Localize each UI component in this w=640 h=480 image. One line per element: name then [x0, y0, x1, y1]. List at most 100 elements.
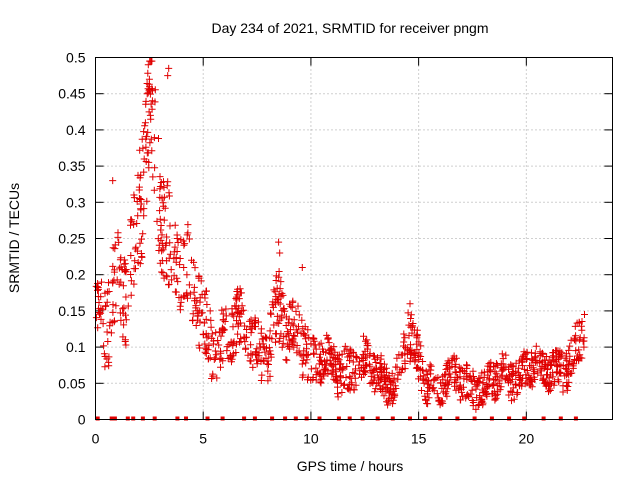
data-point — [232, 295, 240, 302]
data-point — [109, 308, 117, 316]
data-point — [508, 362, 516, 370]
data-point — [460, 375, 468, 383]
data-point — [371, 352, 378, 360]
data-point — [415, 356, 423, 364]
data-point — [418, 366, 426, 374]
data-point — [377, 363, 385, 371]
data-point — [276, 249, 284, 257]
data-point — [209, 370, 217, 378]
data-point — [531, 349, 539, 357]
data-point — [430, 387, 438, 395]
data-point — [525, 376, 533, 384]
data-point — [100, 350, 108, 358]
data-point — [143, 80, 151, 87]
data-point — [121, 260, 129, 268]
data-point — [131, 257, 139, 265]
data-point — [309, 334, 317, 342]
data-point — [578, 326, 586, 334]
data-point — [224, 355, 232, 362]
data-point — [299, 330, 307, 337]
data-point — [104, 338, 112, 345]
zero-marker — [125, 416, 130, 421]
data-point — [117, 263, 125, 271]
data-point — [92, 314, 100, 322]
data-point — [556, 353, 564, 361]
data-point — [140, 168, 148, 176]
data-point — [472, 405, 480, 413]
data-point — [440, 388, 448, 396]
data-point — [296, 350, 304, 358]
y-tick-label: 0.1 — [66, 339, 86, 355]
data-point — [190, 283, 198, 291]
data-point — [266, 347, 274, 355]
data-point — [562, 382, 570, 390]
data-point — [545, 374, 553, 382]
data-point — [575, 355, 582, 363]
data-point — [215, 341, 223, 349]
data-point — [377, 386, 384, 394]
zero-marker — [438, 416, 443, 421]
data-point — [470, 373, 477, 380]
data-point — [272, 272, 280, 280]
data-point — [564, 383, 572, 390]
data-point — [233, 308, 241, 316]
data-point — [113, 276, 121, 284]
data-point — [352, 381, 360, 389]
data-point — [158, 247, 166, 255]
data-point — [272, 338, 279, 346]
data-point — [537, 371, 545, 379]
data-point — [93, 283, 101, 291]
data-point — [346, 345, 354, 353]
data-point — [156, 183, 164, 190]
data-point — [455, 386, 463, 394]
data-point — [133, 247, 141, 255]
data-point — [120, 321, 128, 329]
data-point — [165, 192, 173, 200]
data-point — [467, 376, 475, 384]
data-point — [159, 246, 167, 254]
data-point — [156, 215, 164, 223]
zero-marker — [252, 416, 257, 421]
data-point — [219, 357, 227, 365]
data-point — [345, 384, 353, 392]
data-point — [494, 387, 502, 395]
zero-marker — [507, 416, 512, 421]
data-point — [383, 398, 391, 406]
data-point — [166, 222, 174, 230]
data-point — [555, 361, 563, 369]
data-point — [143, 149, 151, 157]
data-point — [459, 392, 467, 400]
data-point — [217, 332, 225, 340]
data-point — [442, 362, 450, 369]
data-point — [144, 69, 152, 77]
data-point — [339, 364, 347, 372]
y-tick-label: 0.35 — [58, 158, 85, 174]
data-point — [539, 375, 547, 383]
data-point — [145, 108, 153, 116]
data-point — [334, 383, 341, 391]
data-point — [270, 286, 278, 294]
data-point — [530, 368, 538, 376]
data-point — [140, 212, 148, 220]
data-point — [550, 381, 558, 389]
data-point — [536, 352, 544, 360]
data-point — [507, 361, 515, 369]
data-point — [138, 135, 146, 143]
data-point — [139, 230, 147, 238]
data-point — [418, 387, 425, 394]
data-point — [257, 325, 265, 333]
data-point — [406, 300, 414, 308]
data-point — [176, 261, 184, 269]
data-point — [144, 61, 152, 69]
data-point — [177, 236, 185, 244]
data-point — [397, 351, 405, 359]
data-point — [485, 360, 493, 368]
data-point — [425, 366, 433, 374]
data-point — [427, 362, 435, 370]
data-point — [502, 363, 510, 371]
data-point — [265, 350, 273, 358]
data-point — [346, 373, 354, 381]
data-point — [413, 364, 421, 372]
data-point — [316, 353, 323, 361]
data-point — [565, 371, 573, 379]
